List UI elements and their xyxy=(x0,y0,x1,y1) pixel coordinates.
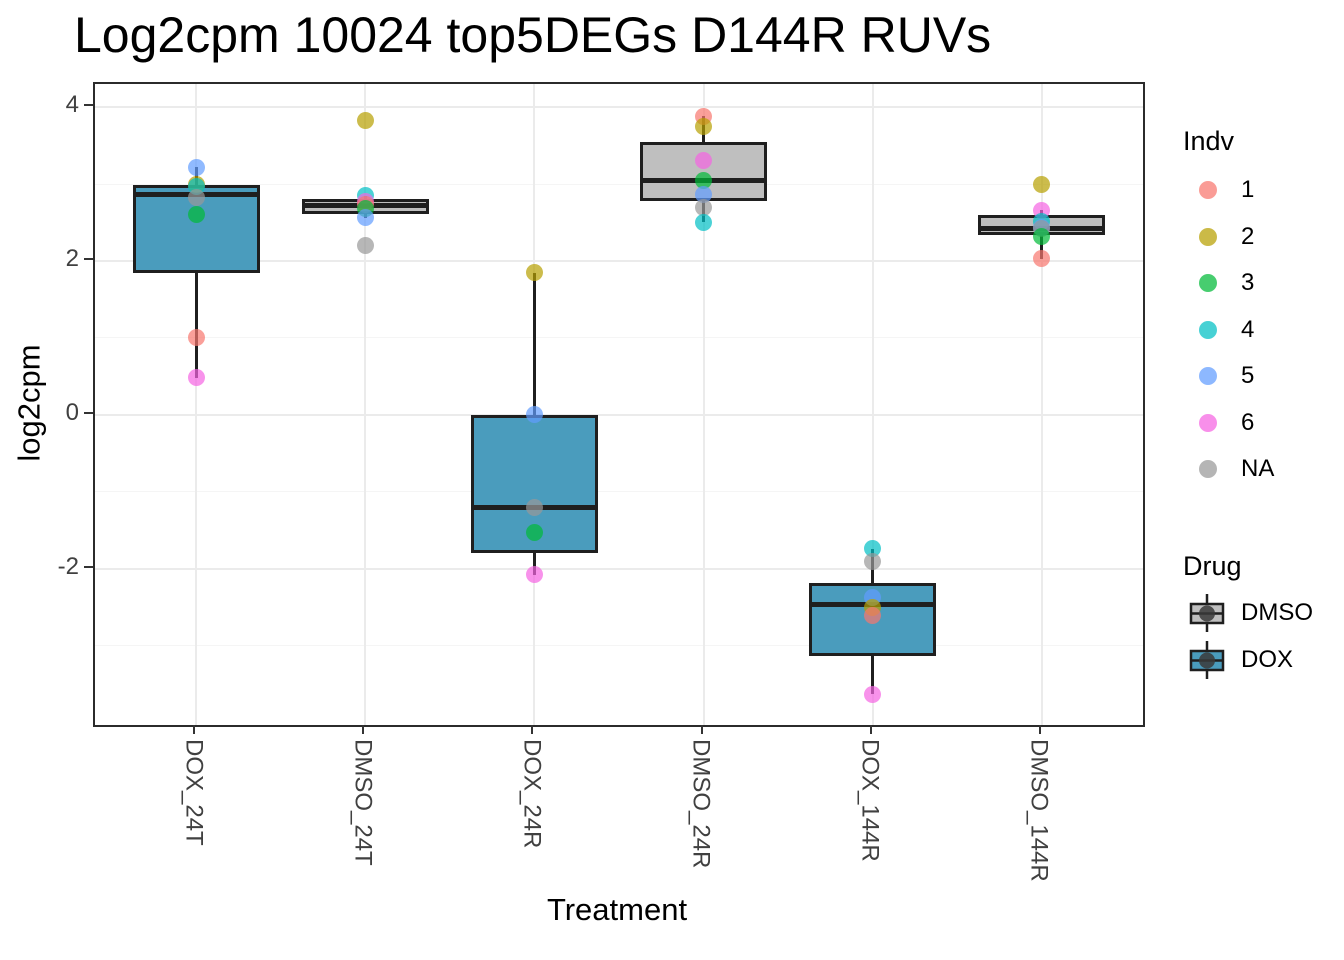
point-indv-4 xyxy=(864,540,882,558)
legend-indv-label-6: 6 xyxy=(1241,408,1255,436)
gridline-major xyxy=(95,413,1143,416)
legend-indv-label-NA: NA xyxy=(1241,455,1275,482)
whisker-lower xyxy=(532,553,536,575)
point-indv-6 xyxy=(525,566,543,584)
point-indv-NA xyxy=(187,188,205,206)
x-axis-title: Treatment xyxy=(546,892,688,927)
gridline-minor xyxy=(95,183,1143,185)
legend-indv-swatch-2 xyxy=(1199,227,1217,246)
whisker-lower xyxy=(194,273,198,378)
boxplot-key-icon xyxy=(1189,641,1225,679)
legend-indv-label-5: 5 xyxy=(1241,362,1255,389)
legend-drug-label-DOX: DOX xyxy=(1241,646,1294,673)
y-axis-title: log2cpm xyxy=(12,343,47,462)
point-indv-5 xyxy=(525,406,543,424)
legend-indv-title: Indv xyxy=(1183,126,1235,156)
whisker-lower xyxy=(1040,234,1044,259)
legend-indv-label-3: 3 xyxy=(1241,269,1255,296)
point-indv-3 xyxy=(525,524,543,542)
point-indv-3 xyxy=(1033,227,1051,245)
y-tick xyxy=(84,104,93,107)
x-tick-label: DMSO_24R xyxy=(687,739,715,869)
legend-indv-swatch-3 xyxy=(1199,274,1217,292)
x-tick-label: DMSO_24T xyxy=(349,739,377,866)
gridline-vertical xyxy=(1040,84,1043,725)
y-tick xyxy=(84,257,93,260)
legend-indv-swatch-5 xyxy=(1199,367,1217,385)
legend-drug-key-DOX xyxy=(1187,639,1227,681)
x-tick-label: DMSO_144R xyxy=(1025,739,1053,882)
legend-indv-swatch-1 xyxy=(1199,181,1217,199)
point-indv-1 xyxy=(864,607,882,625)
x-tick-label: DOX_24T xyxy=(180,739,208,846)
legend-indv-label-4: 4 xyxy=(1241,315,1255,343)
boxplot-key-icon xyxy=(1189,594,1225,632)
x-tick-label: DOX_144R xyxy=(856,739,884,862)
y-tick xyxy=(84,565,93,568)
legend-drug-key-DMSO xyxy=(1187,592,1227,634)
x-tick-label: DOX_24R xyxy=(518,739,546,849)
gridline-vertical xyxy=(364,84,367,725)
y-tick xyxy=(84,411,93,414)
gridline-major xyxy=(95,567,1143,570)
point-indv-2 xyxy=(525,264,543,282)
point-indv-4 xyxy=(695,214,713,231)
gridline-major xyxy=(95,259,1143,262)
y-axis-title-wrap: log2cpm xyxy=(2,82,58,723)
chart-title: Log2cpm 10024 top5DEGs D144R RUVs xyxy=(74,7,992,63)
point-indv-6 xyxy=(187,369,205,387)
legend-indv-swatch-6 xyxy=(1199,413,1217,432)
point-indv-2 xyxy=(356,111,374,129)
point-indv-1 xyxy=(1033,250,1051,268)
point-indv-3 xyxy=(187,206,205,224)
point-indv-NA xyxy=(356,237,374,255)
gridline-minor xyxy=(95,337,1143,339)
point-indv-3 xyxy=(695,172,713,190)
legend-drug-label-DMSO: DMSO xyxy=(1241,599,1313,626)
legend-indv-label-2: 2 xyxy=(1241,222,1255,250)
gridline-major xyxy=(95,106,1143,109)
point-indv-5 xyxy=(695,185,713,203)
point-indv-2 xyxy=(695,117,713,135)
point-indv-5 xyxy=(187,158,205,176)
gridline-vertical xyxy=(195,84,198,725)
point-indv-6 xyxy=(864,685,882,703)
legend-drug-title: Drug xyxy=(1183,551,1242,581)
point-indv-5 xyxy=(356,209,374,227)
point-indv-1 xyxy=(187,328,205,346)
point-indv-NA xyxy=(525,498,543,516)
legend-indv-swatch-NA xyxy=(1199,460,1217,478)
gridline-vertical xyxy=(871,84,874,725)
point-indv-6 xyxy=(695,152,713,170)
legend-indv-swatch-4 xyxy=(1199,320,1217,339)
gridline-vertical xyxy=(702,84,705,725)
legend-indv-label-1: 1 xyxy=(1241,176,1255,203)
gridline-minor xyxy=(95,491,1143,493)
plot-panel xyxy=(93,82,1145,727)
point-indv-NA xyxy=(695,199,713,217)
gridline-minor xyxy=(95,645,1143,647)
point-indv-2 xyxy=(1033,175,1051,193)
point-indv-NA xyxy=(864,553,882,571)
whisker-upper xyxy=(532,272,536,415)
whisker-lower xyxy=(871,655,875,695)
